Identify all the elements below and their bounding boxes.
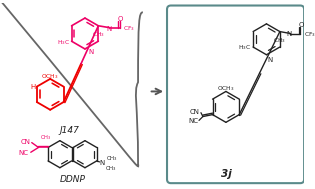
Text: N: N — [267, 57, 273, 63]
Text: 3j: 3j — [220, 169, 231, 179]
Text: CN: CN — [190, 109, 200, 115]
Text: OCH$_3$: OCH$_3$ — [217, 84, 235, 93]
Text: O: O — [118, 16, 123, 22]
Text: H$_3$C: H$_3$C — [57, 38, 70, 47]
Text: DDNP: DDNP — [60, 175, 85, 184]
FancyBboxPatch shape — [167, 5, 304, 183]
Text: N: N — [88, 49, 93, 54]
Text: O: O — [298, 22, 304, 28]
Text: N: N — [287, 32, 292, 37]
Text: H: H — [31, 84, 36, 90]
Text: CH$_3$: CH$_3$ — [105, 164, 117, 173]
Text: H$_3$C: H$_3$C — [238, 43, 251, 52]
Text: CN: CN — [21, 139, 31, 145]
Text: CH$_3$: CH$_3$ — [106, 154, 118, 163]
Text: N: N — [100, 160, 105, 166]
Text: CF$_3$: CF$_3$ — [304, 30, 315, 39]
Text: J147: J147 — [60, 126, 79, 135]
Text: NC: NC — [19, 150, 29, 156]
Text: CH$_3$: CH$_3$ — [92, 30, 105, 39]
Text: CH$_3$: CH$_3$ — [41, 133, 52, 142]
Text: NC: NC — [188, 118, 198, 124]
Text: OCH$_3$: OCH$_3$ — [42, 72, 59, 81]
Text: CF$_3$: CF$_3$ — [123, 24, 135, 33]
Text: N: N — [106, 26, 112, 32]
Text: CH$_3$: CH$_3$ — [273, 36, 286, 45]
